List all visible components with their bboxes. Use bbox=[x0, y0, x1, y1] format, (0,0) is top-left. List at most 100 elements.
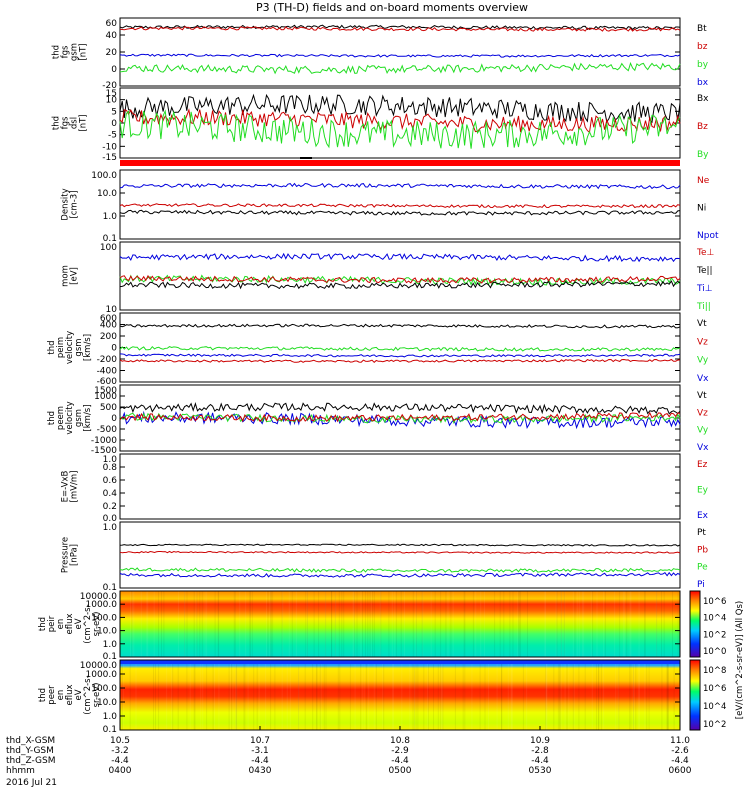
spectrogram-streak bbox=[520, 591, 521, 657]
spectrogram-streak bbox=[282, 591, 284, 657]
spectrogram-streak bbox=[648, 660, 650, 730]
spectrogram-streak bbox=[178, 591, 179, 657]
spectrogram-streak bbox=[391, 591, 393, 657]
y-tick-label: 40 bbox=[106, 31, 118, 41]
spectrogram-streak bbox=[146, 591, 148, 657]
spectrogram-streak bbox=[598, 660, 600, 730]
panel-temperature: 100 10 mom [eV] Te⊥ Te|| Ti⊥ Ti|| bbox=[61, 241, 715, 315]
x-row-value: -2.9 bbox=[391, 746, 409, 756]
spectrogram-streak bbox=[360, 660, 362, 730]
legend-entry: Vz bbox=[697, 337, 708, 347]
y-tick-label: 100 bbox=[100, 243, 117, 253]
y-axis-label: [km/s] bbox=[83, 334, 93, 361]
y-axis-label: dsl bbox=[70, 117, 80, 129]
date-label: 2016 Jul 21 bbox=[6, 778, 57, 788]
series-line-Ti⊥ bbox=[119, 252, 681, 263]
spectrogram-streak bbox=[511, 660, 513, 730]
x-row-value: -3.2 bbox=[111, 746, 129, 756]
spectrogram-streak bbox=[638, 591, 640, 657]
series-line-By bbox=[119, 109, 681, 149]
y-axis-label: E=-VxB bbox=[61, 470, 71, 502]
legend-entry: Npot bbox=[697, 231, 719, 241]
y-tick-label: 0.1 bbox=[103, 234, 117, 244]
y-axis-label: peir bbox=[47, 615, 57, 632]
y-tick-label: 400 bbox=[100, 321, 117, 331]
y-tick-label: 15 bbox=[106, 89, 117, 99]
x-row-value: -2.6 bbox=[671, 746, 689, 756]
spectrogram-streak bbox=[356, 591, 358, 657]
spectrogram-streak bbox=[447, 591, 449, 657]
spectrogram-streak bbox=[412, 591, 414, 657]
spectrogram-streak bbox=[596, 591, 598, 657]
spectrogram-streak bbox=[375, 660, 377, 730]
spectrogram-streak bbox=[667, 660, 668, 730]
spectrogram-streak bbox=[638, 660, 640, 730]
spectrogram-streak bbox=[249, 591, 251, 657]
spectrogram-streak bbox=[576, 591, 578, 657]
y-axis-label: velocity bbox=[65, 331, 75, 364]
y-tick-label: -20 bbox=[102, 81, 117, 91]
legend-entry: Te|| bbox=[696, 266, 713, 276]
spectrogram-streak bbox=[450, 591, 452, 657]
legend-entry: Pi bbox=[697, 580, 705, 590]
spectrogram-streak bbox=[334, 591, 336, 657]
legend-entry: Ne bbox=[697, 176, 710, 186]
spectrogram-streak bbox=[218, 591, 220, 657]
spectrogram-streak bbox=[312, 660, 314, 730]
y-axis-label: (cm^2-s- bbox=[83, 604, 93, 643]
y-tick-label: 100.0 bbox=[91, 613, 117, 623]
spectrogram-streak bbox=[673, 660, 675, 730]
y-axis-label: en bbox=[56, 690, 66, 701]
spectrogram-streak bbox=[305, 591, 307, 657]
legend-entry: Pt bbox=[697, 528, 706, 538]
colorbar-tick-label: 10^8 bbox=[703, 666, 726, 676]
series-line-Vt bbox=[119, 323, 681, 329]
spectrogram-streak bbox=[484, 660, 486, 730]
spectrogram-streak bbox=[380, 591, 382, 657]
spectrogram-streak bbox=[239, 591, 241, 657]
spectrogram-streak bbox=[281, 591, 283, 657]
y-axis-label: thd bbox=[52, 116, 62, 130]
spectrogram-streak bbox=[289, 660, 291, 730]
spectrogram-streak bbox=[236, 660, 238, 730]
spectrogram-streak bbox=[484, 591, 485, 657]
y-tick-label: 0.0 bbox=[103, 514, 118, 524]
spectrogram-streak bbox=[171, 660, 173, 730]
x-row-value: 0530 bbox=[529, 766, 552, 776]
series-line-Npot bbox=[119, 182, 681, 190]
spectrogram-streak bbox=[510, 660, 512, 730]
legend-entry: Vt bbox=[697, 391, 707, 401]
legend-entry: Bx bbox=[697, 94, 709, 104]
series-line-Pt bbox=[119, 543, 681, 547]
colorbar-scale bbox=[689, 590, 701, 658]
spectrogram-streak bbox=[415, 591, 417, 657]
y-axis-label: velocity bbox=[65, 401, 75, 434]
spectrogram-streak bbox=[140, 591, 142, 657]
spectrogram-streak bbox=[367, 591, 369, 657]
spectrogram-streak bbox=[272, 591, 274, 657]
y-tick-label: -15 bbox=[102, 153, 117, 163]
series-line-Bx bbox=[119, 93, 681, 124]
y-axis-label: fgs bbox=[61, 45, 71, 58]
y-tick-label: 1000.0 bbox=[86, 670, 118, 680]
spectrogram-streak bbox=[564, 591, 566, 657]
spectrogram-streak bbox=[615, 660, 617, 730]
spectrogram-streak bbox=[488, 660, 489, 730]
series-line-Vt bbox=[119, 402, 681, 415]
spectrogram-streak bbox=[291, 591, 293, 657]
legend-entry: Ti|| bbox=[696, 302, 711, 312]
spectrogram-streak bbox=[204, 591, 206, 657]
spectrogram-streak bbox=[286, 660, 288, 730]
spectrogram-streak bbox=[560, 591, 562, 657]
spectrogram-streak bbox=[422, 591, 424, 657]
spectrogram-streak bbox=[206, 591, 208, 657]
spectrogram-streak bbox=[193, 660, 195, 730]
y-axis-label: mom bbox=[61, 265, 71, 287]
spectrogram-streak bbox=[129, 660, 131, 730]
spectrogram-streak bbox=[393, 660, 394, 730]
y-tick-label: -10 bbox=[102, 142, 117, 152]
y-axis-label: thd bbox=[38, 688, 48, 702]
spectrogram-streak bbox=[365, 591, 366, 657]
y-tick-label: 0 bbox=[111, 65, 117, 75]
